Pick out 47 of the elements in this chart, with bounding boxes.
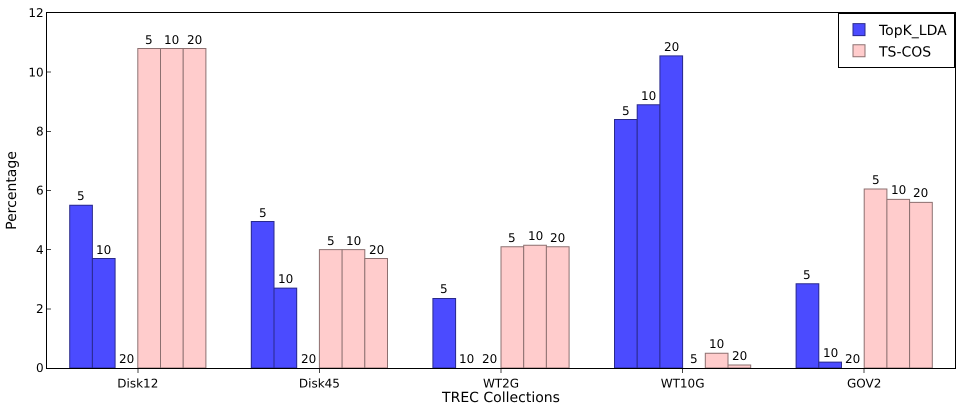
y-tick-label: 10	[28, 65, 44, 80]
annotation: 5	[77, 189, 85, 203]
annotation: 20	[369, 243, 384, 257]
annotation: 20	[664, 40, 680, 54]
annotation: 20	[913, 186, 928, 200]
annotation: 5	[259, 206, 267, 220]
annotation: 10	[278, 272, 294, 286]
annotation: 20	[187, 33, 202, 47]
annotation: 20	[482, 352, 498, 366]
annotation: 10	[709, 337, 724, 351]
y-tick-label: 2	[36, 302, 44, 316]
x-tick-label: GOV2	[847, 376, 882, 390]
annotation: 20	[119, 352, 134, 366]
x-tick-label: Disk12	[117, 376, 158, 390]
x-tick-label: WT10G	[660, 376, 704, 390]
annotation: 5	[508, 231, 516, 245]
annotation: 20	[301, 352, 316, 366]
annotation: 5	[440, 282, 448, 296]
x-tick-label: WT2G	[482, 376, 520, 390]
legend-label: TS-COS	[878, 44, 932, 60]
y-tick-label: 8	[36, 124, 44, 139]
annotation: 10	[459, 352, 474, 366]
annotation: 10	[823, 346, 838, 360]
x-tick-label: Disk45	[298, 376, 340, 390]
annotation: 10	[528, 229, 544, 243]
annotation: 5	[622, 104, 630, 118]
annotation: 20	[550, 231, 566, 245]
y-tick-label: 4	[36, 242, 44, 257]
annotation: 20	[845, 352, 860, 366]
annotation: 10	[96, 243, 112, 257]
annotation: 5	[327, 234, 335, 248]
x-axis-title: TREC Collections	[441, 390, 560, 406]
annotation: 10	[891, 183, 906, 197]
y-tick-label: 0	[36, 361, 44, 376]
annotation: 5	[872, 173, 880, 187]
annotation: 10	[164, 33, 180, 47]
bar	[432, 298, 456, 368]
legend-label: TopK_LDA	[878, 23, 948, 40]
annotation: 10	[641, 89, 656, 103]
y-axis-title: Percentage	[4, 151, 20, 230]
y-tick-label: 12	[28, 6, 44, 20]
annotation: 5	[803, 268, 811, 282]
annotation: 20	[732, 349, 748, 363]
annotation: 5	[690, 352, 698, 366]
annotation: 10	[346, 234, 362, 248]
annotation: 5	[145, 33, 153, 47]
y-tick-label: 6	[36, 184, 44, 198]
